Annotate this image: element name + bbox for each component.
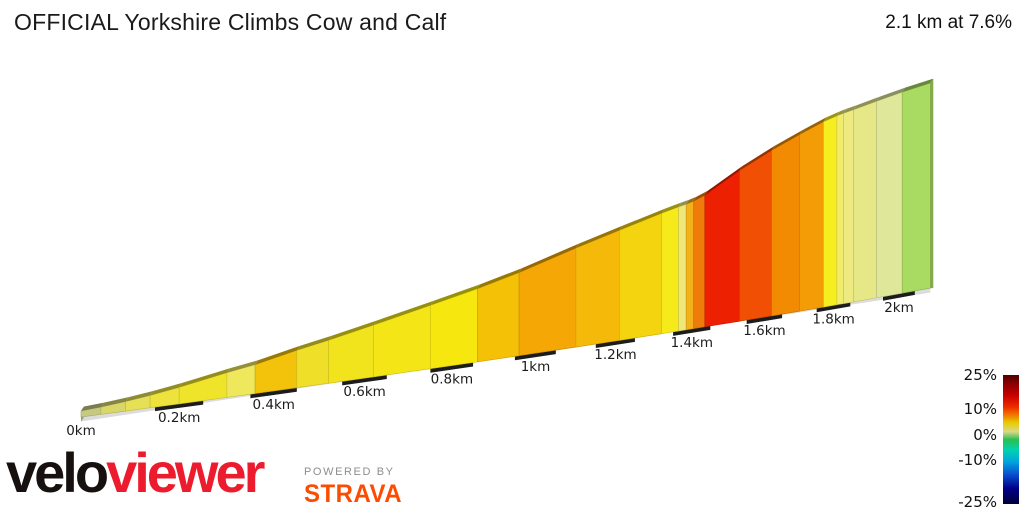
distance-tick-label: 0.2km <box>158 410 200 426</box>
distance-tick-label: 0.8km <box>431 372 473 388</box>
page-title: OFFICIAL Yorkshire Climbs Cow and Calf <box>14 9 447 35</box>
profile-top-face <box>255 345 300 365</box>
profile-segment <box>836 112 844 306</box>
profile-segment <box>853 100 877 303</box>
veloviewer-logo: veloviewer <box>6 441 265 506</box>
profile-top-face <box>100 397 129 408</box>
distance-tick-label: 1.2km <box>594 347 636 363</box>
profile-top-face <box>799 117 827 135</box>
profile-segment <box>771 134 800 317</box>
road-dash <box>746 314 783 324</box>
distance-tick-label: 1km <box>521 359 551 375</box>
strava-wordmark: STRAVA <box>304 480 403 509</box>
profile-segment <box>685 200 695 331</box>
profile-segment <box>799 121 824 312</box>
profile-segment <box>619 212 663 341</box>
veloviewer-logo-velo: velo <box>6 441 109 504</box>
profile-top-face <box>704 166 743 196</box>
distance-tick-label: 1.6km <box>743 323 785 339</box>
profile-segment <box>661 206 680 335</box>
profile-top-face <box>853 96 880 110</box>
climb-summary: 2.1 km at 7.6% <box>885 12 1012 33</box>
profile-top-face <box>678 199 690 207</box>
profile-top-face <box>739 145 775 171</box>
distance-tick-label: 0.6km <box>343 384 385 400</box>
profile-top-face <box>519 243 579 273</box>
powered-by-strava: POWERED BY STRAVA <box>304 466 402 508</box>
profile-top-face <box>477 268 523 289</box>
road-dash <box>250 387 297 399</box>
profile-top-face <box>693 190 708 202</box>
profile-top-face <box>876 87 906 102</box>
road-dash <box>595 337 635 348</box>
profile-segment <box>328 324 374 384</box>
profile-top-face <box>81 402 104 411</box>
profile-top-face <box>843 105 857 114</box>
veloviewer-logo-viewer: viewer <box>106 441 265 504</box>
profile-top-face <box>179 368 230 388</box>
profile-top-face <box>661 202 682 214</box>
profile-segment <box>518 247 577 357</box>
distance-tick-label: 1.4km <box>671 335 713 351</box>
profile-segment <box>876 91 903 299</box>
profile-segment <box>678 203 687 332</box>
road-dash <box>673 325 711 336</box>
distance-tick-label: 0km <box>66 423 96 439</box>
profile-top-face <box>125 391 154 402</box>
profile-top-face <box>296 335 332 351</box>
road-dash <box>883 290 915 301</box>
profile-segment <box>901 82 931 294</box>
profile-top-face <box>575 225 623 249</box>
profile-top-face <box>686 196 697 205</box>
profile-top-face <box>902 78 934 93</box>
profile-segment <box>704 169 740 328</box>
profile-top-face <box>823 111 840 122</box>
profile-end-cap <box>930 78 934 289</box>
distance-tick-label: 2km <box>884 300 914 316</box>
profile-top-face <box>226 360 259 373</box>
distance-tick-label: 1.8km <box>812 311 854 327</box>
profile-top-face <box>328 320 377 341</box>
profile-segment <box>373 304 431 378</box>
profile-top-face <box>771 130 803 151</box>
powered-by-label: POWERED BY <box>304 466 395 478</box>
profile-segment <box>823 115 838 308</box>
road-dash <box>430 362 474 373</box>
road-dash <box>342 375 387 386</box>
profile-top-face <box>430 284 481 306</box>
road-dash <box>816 302 851 313</box>
distance-tick-label: 0.4km <box>252 397 294 413</box>
profile-segment <box>843 109 854 304</box>
profile-segment <box>575 229 620 348</box>
road-dash <box>155 400 204 412</box>
profile-segment <box>693 194 706 329</box>
profile-segment <box>739 149 772 322</box>
profile-top-face <box>836 108 847 116</box>
road-dash <box>514 350 556 361</box>
profile-top-face <box>619 208 665 231</box>
profile-top-face <box>150 382 183 396</box>
profile-top-face <box>373 300 434 326</box>
